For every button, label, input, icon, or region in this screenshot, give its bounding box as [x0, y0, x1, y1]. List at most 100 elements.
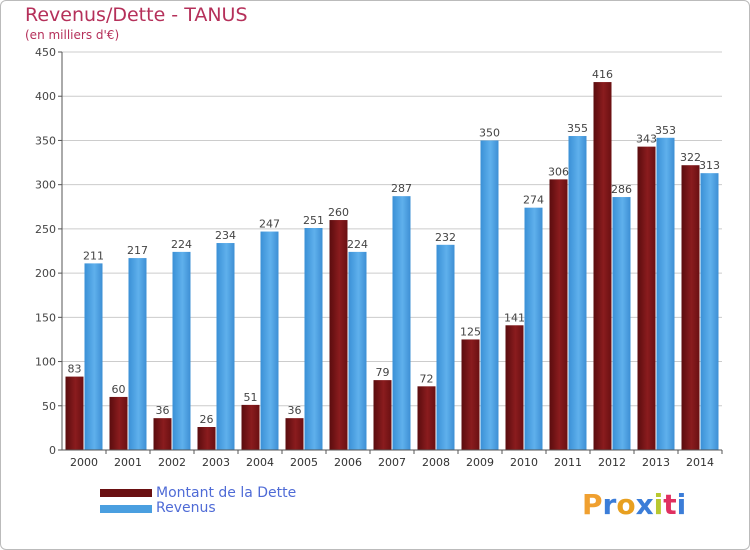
logo-letter: i: [653, 488, 664, 521]
bar-dette-2000: [65, 376, 84, 450]
data-label-revenus-2008: 232: [435, 231, 456, 244]
data-label-dette-2008: 72: [420, 372, 434, 385]
bar-revenus-2005: [304, 228, 323, 450]
x-tick-label: 2008: [422, 456, 450, 469]
x-tick-label: 2012: [598, 456, 626, 469]
data-label-dette-2003: 26: [200, 413, 214, 426]
data-label-revenus-2005: 251: [303, 214, 324, 227]
bar-dette-2003: [197, 427, 216, 450]
data-label-revenus-2012: 286: [611, 183, 632, 196]
bar-revenus-2006: [348, 251, 367, 450]
data-label-revenus-2010: 274: [523, 194, 544, 207]
x-tick-label: 2014: [686, 456, 714, 469]
data-label-dette-2010: 141: [504, 311, 525, 324]
x-tick-label: 2003: [202, 456, 230, 469]
logo-letter: o: [616, 488, 636, 521]
y-tick-label: 200: [35, 267, 56, 280]
bar-dette-2014: [681, 165, 700, 450]
data-label-dette-2011: 306: [548, 165, 569, 178]
x-tick-label: 2005: [290, 456, 318, 469]
y-tick-label: 50: [42, 400, 56, 413]
bar-dette-2001: [109, 396, 128, 450]
x-tick-label: 2013: [642, 456, 670, 469]
bar-revenus-2014: [700, 173, 719, 450]
bar-revenus-2008: [436, 244, 455, 450]
x-tick-label: 2009: [466, 456, 494, 469]
data-label-dette-2012: 416: [592, 68, 613, 81]
bar-revenus-2012: [612, 197, 631, 450]
x-tick-label: 2010: [510, 456, 538, 469]
y-tick-label: 350: [35, 134, 56, 147]
legend-swatch-dette: [100, 489, 152, 497]
data-label-revenus-2007: 287: [391, 182, 412, 195]
y-tick-label: 150: [35, 311, 56, 324]
x-tick-label: 2001: [114, 456, 142, 469]
data-label-revenus-2002: 224: [171, 238, 192, 251]
data-label-revenus-2000: 211: [83, 249, 104, 262]
data-label-revenus-2009: 350: [479, 126, 500, 139]
bar-revenus-2009: [480, 140, 499, 450]
logo-letter: r: [602, 488, 617, 521]
x-tick-label: 2002: [158, 456, 186, 469]
legend-label-revenus: Revenus: [156, 500, 216, 516]
y-tick-label: 0: [49, 444, 56, 457]
data-label-dette-2000: 83: [68, 363, 82, 376]
data-label-revenus-2004: 247: [259, 218, 280, 231]
legend-label-dette: Montant de la Dette: [156, 485, 297, 501]
logo-letter: i: [676, 488, 687, 521]
logo-letter: x: [635, 488, 654, 521]
x-tick-label: 2000: [70, 456, 98, 469]
bar-revenus-2001: [128, 258, 147, 450]
bar-dette-2013: [637, 146, 656, 450]
logo-letter: t: [663, 488, 677, 521]
data-label-revenus-2013: 353: [655, 124, 676, 137]
bar-dette-2005: [285, 418, 304, 450]
bar-revenus-2013: [656, 137, 675, 450]
bar-revenus-2010: [524, 207, 543, 450]
legend-swatch-revenus: [100, 505, 152, 513]
bar-revenus-2003: [216, 243, 235, 450]
data-label-dette-2009: 125: [460, 325, 481, 338]
x-tick-label: 2006: [334, 456, 362, 469]
bar-revenus-2000: [84, 263, 103, 450]
x-tick-label: 2004: [246, 456, 274, 469]
data-label-dette-2005: 36: [288, 404, 302, 417]
data-label-dette-2002: 36: [156, 404, 170, 417]
data-label-revenus-2014: 313: [699, 159, 720, 172]
y-tick-label: 400: [35, 90, 56, 103]
data-label-dette-2013: 343: [636, 133, 657, 146]
bar-dette-2009: [461, 339, 480, 450]
bar-dette-2010: [505, 325, 524, 450]
data-label-dette-2014: 322: [680, 151, 701, 164]
bar-dette-2002: [153, 418, 172, 450]
y-tick-label: 450: [35, 46, 56, 59]
bar-dette-2006: [329, 220, 348, 450]
data-label-dette-2001: 60: [112, 383, 126, 396]
bar-dette-2011: [549, 179, 568, 451]
chart-subtitle: (en milliers d'€): [25, 28, 120, 42]
logo-letter: P: [582, 488, 603, 521]
x-tick-label: 2007: [378, 456, 406, 469]
bar-revenus-2004: [260, 231, 279, 450]
chart-title: Revenus/Dette - TANUS: [25, 4, 248, 26]
data-label-revenus-2006: 224: [347, 238, 368, 251]
bar-dette-2007: [373, 380, 392, 450]
bar-dette-2012: [593, 82, 612, 451]
data-label-dette-2006: 260: [328, 206, 349, 219]
bar-revenus-2011: [568, 136, 587, 450]
data-label-revenus-2003: 234: [215, 229, 236, 242]
bar-revenus-2002: [172, 251, 191, 450]
bar-dette-2008: [417, 386, 436, 450]
bar-revenus-2007: [392, 196, 411, 450]
data-label-dette-2007: 79: [376, 366, 390, 379]
y-tick-label: 250: [35, 223, 56, 236]
data-label-revenus-2001: 217: [127, 244, 148, 257]
x-tick-label: 2011: [554, 456, 582, 469]
y-tick-label: 300: [35, 179, 56, 192]
y-tick-label: 100: [35, 356, 56, 369]
data-label-dette-2004: 51: [244, 391, 258, 404]
proxiti-logo: Proxiti: [582, 488, 686, 521]
bar-dette-2004: [241, 404, 260, 450]
data-label-revenus-2011: 355: [567, 122, 588, 135]
